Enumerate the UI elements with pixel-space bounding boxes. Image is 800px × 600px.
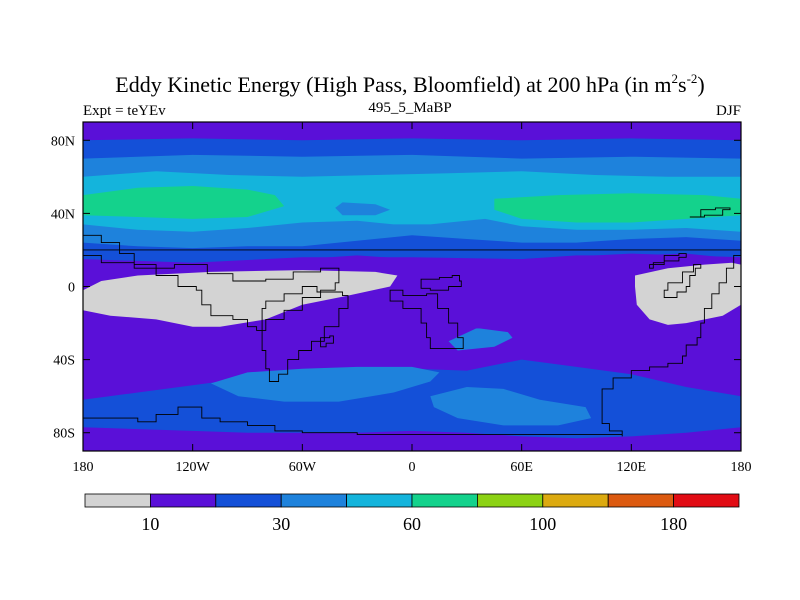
- contour-region-north-40-pocket: [335, 202, 391, 216]
- colorbar-label: 100: [529, 514, 556, 534]
- y-tick-label: 0: [68, 281, 75, 296]
- contour-region-south-40-a: [210, 366, 440, 402]
- chart-title: Eddy Kinetic Energy (High Pass, Bloomfie…: [115, 71, 704, 97]
- coastline-africa: [389, 289, 464, 350]
- contour-region-north-80-east: [494, 193, 741, 223]
- coastline-south-america: [261, 286, 349, 382]
- colorbar-box: [346, 493, 413, 508]
- colorbar-box: [607, 493, 675, 508]
- contour-region-south-40-b: [430, 387, 592, 426]
- coastline-antarctica: [83, 249, 741, 437]
- colorbar-label: 180: [660, 514, 687, 534]
- coastline-japan: [689, 207, 731, 218]
- colorbar: 10 30 60 100 180: [84, 493, 740, 534]
- left-string: Expt = teYEv: [83, 103, 166, 119]
- right-string: DJF: [716, 103, 741, 119]
- axis-ticks: 180 120W 60W 0 60E 120E 180 80N 40N 0 40S 80S: [51, 122, 752, 475]
- coastline-australia: [663, 264, 702, 298]
- coastline-new-guinea: [649, 253, 687, 269]
- contour-fill-layer: [83, 122, 741, 451]
- x-tick-label: 180: [73, 460, 94, 475]
- colorbar-box: [411, 493, 478, 508]
- colorbar-box: [84, 493, 151, 508]
- y-tick-label: 40S: [53, 354, 75, 369]
- contour-region-low-eke-pacific: [83, 270, 398, 327]
- x-tick-label: 180: [731, 460, 752, 475]
- y-tick-label: 80S: [53, 427, 75, 442]
- contour-region-south-40-c: [448, 326, 513, 351]
- contour-region-low-eke-west-pacific: [635, 262, 741, 325]
- contour-region-north-80-west: [83, 186, 285, 219]
- x-tick-label: 0: [409, 460, 416, 475]
- coastline-madagascar: [320, 335, 334, 348]
- y-tick-label: 40N: [51, 207, 75, 222]
- colorbar-box: [673, 493, 740, 508]
- coastline-layer: [83, 207, 741, 437]
- colorbar-box: [476, 493, 544, 508]
- center-string: 495_5_MaBP: [368, 100, 451, 116]
- colorbar-label: 30: [272, 514, 290, 534]
- colorbar-box: [280, 493, 348, 508]
- x-tick-label: 60W: [289, 460, 317, 475]
- x-tick-label: 120E: [617, 460, 647, 475]
- colorbar-box: [149, 493, 217, 508]
- coastline-arabia: [420, 275, 462, 291]
- y-tick-label: 80N: [51, 134, 75, 149]
- colorbar-box: [215, 493, 282, 508]
- x-tick-label: 120W: [176, 460, 211, 475]
- x-tick-label: 60E: [510, 460, 533, 475]
- coastline-north-america: [83, 234, 340, 331]
- colorbar-label: 60: [403, 514, 421, 534]
- colorbar-label: 10: [141, 514, 159, 534]
- colorbar-box: [542, 493, 609, 508]
